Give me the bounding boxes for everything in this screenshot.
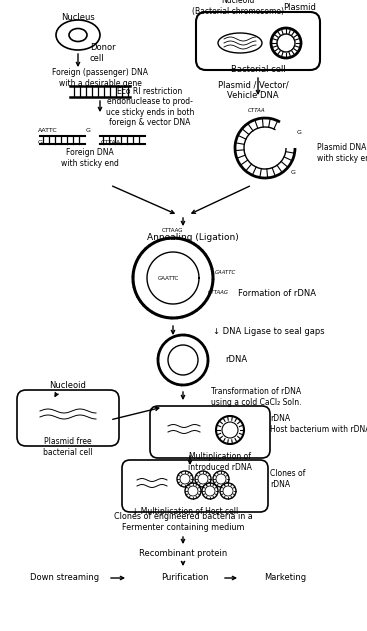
Text: Clones of
rDNA: Clones of rDNA: [270, 469, 305, 488]
Text: Marketing: Marketing: [264, 574, 306, 582]
FancyBboxPatch shape: [17, 390, 119, 446]
Circle shape: [188, 486, 198, 496]
Text: Foreign (passenger) DNA
with a desirable gene: Foreign (passenger) DNA with a desirable…: [52, 68, 148, 88]
FancyBboxPatch shape: [150, 406, 270, 458]
Text: CTTAAG: CTTAAG: [207, 290, 229, 295]
Text: GAATTC: GAATTC: [157, 276, 179, 281]
Text: CTTAAG: CTTAAG: [162, 228, 184, 232]
Text: Multiplication of
introduced rDNA: Multiplication of introduced rDNA: [188, 452, 252, 472]
Ellipse shape: [69, 28, 87, 42]
Text: Nucleoid
(Bacterial chromosome): Nucleoid (Bacterial chromosome): [192, 0, 284, 16]
Circle shape: [202, 483, 218, 499]
Circle shape: [271, 28, 301, 58]
Text: Nucleus: Nucleus: [61, 13, 95, 21]
Text: G: G: [291, 170, 295, 175]
Text: Plasmid / Vector/
Vehicle DNA: Plasmid / Vector/ Vehicle DNA: [218, 80, 288, 100]
Text: rDNA
Host bacterium with rDNA: rDNA Host bacterium with rDNA: [270, 415, 367, 433]
Circle shape: [185, 483, 201, 499]
Text: Annealing (Ligation): Annealing (Ligation): [147, 232, 239, 242]
Text: ↓ Multiplication of Host cell: ↓ Multiplication of Host cell: [132, 507, 238, 517]
Circle shape: [205, 486, 215, 496]
Text: GAATTC: GAATTC: [214, 271, 236, 276]
Ellipse shape: [56, 20, 100, 50]
Ellipse shape: [218, 33, 262, 53]
Circle shape: [223, 486, 233, 496]
Text: Clones of engineered bacteria in a
Fermenter containing medium: Clones of engineered bacteria in a Ferme…: [114, 512, 252, 532]
Circle shape: [216, 416, 244, 444]
Text: Down streaming: Down streaming: [30, 574, 99, 582]
Text: G: G: [86, 127, 91, 133]
Text: CTTAA: CTTAA: [248, 109, 266, 114]
Circle shape: [277, 34, 295, 52]
Text: Foreign DNA
with sticky end: Foreign DNA with sticky end: [61, 148, 119, 168]
Text: Recombinant protein: Recombinant protein: [139, 548, 227, 558]
Circle shape: [168, 345, 198, 375]
Text: Plasmid: Plasmid: [284, 4, 316, 13]
Text: ↓ DNA Ligase to seal gaps: ↓ DNA Ligase to seal gaps: [213, 326, 325, 336]
Text: Plasmid free
bacterial cell: Plasmid free bacterial cell: [43, 437, 93, 457]
Text: Plasmid DNA
with sticky ends: Plasmid DNA with sticky ends: [317, 143, 367, 163]
Text: Transformation of rDNA
using a cold CaCl₂ Soln.: Transformation of rDNA using a cold CaCl…: [211, 387, 302, 407]
Circle shape: [216, 474, 226, 484]
Circle shape: [213, 471, 229, 487]
Circle shape: [222, 422, 238, 438]
Text: AATTC: AATTC: [38, 127, 58, 133]
Circle shape: [195, 471, 211, 487]
Text: Bacterial cell: Bacterial cell: [230, 66, 286, 74]
Text: Formation of rDNA: Formation of rDNA: [238, 288, 316, 297]
Text: Purification: Purification: [161, 574, 209, 582]
Text: G: G: [38, 139, 43, 144]
Circle shape: [180, 474, 190, 484]
Text: G: G: [297, 131, 301, 136]
Text: Donor
cell: Donor cell: [90, 44, 116, 62]
FancyBboxPatch shape: [196, 12, 320, 70]
Circle shape: [220, 483, 236, 499]
FancyBboxPatch shape: [122, 460, 268, 512]
Circle shape: [198, 474, 208, 484]
Text: Eco RI restriction
endonuclease to prod-
uce sticky ends in both
foreign & vecto: Eco RI restriction endonuclease to prod-…: [106, 87, 194, 127]
Circle shape: [177, 471, 193, 487]
Text: Nucleoid: Nucleoid: [50, 380, 87, 389]
Text: rDNA: rDNA: [225, 355, 247, 365]
Text: CTTAA: CTTAA: [101, 139, 121, 144]
